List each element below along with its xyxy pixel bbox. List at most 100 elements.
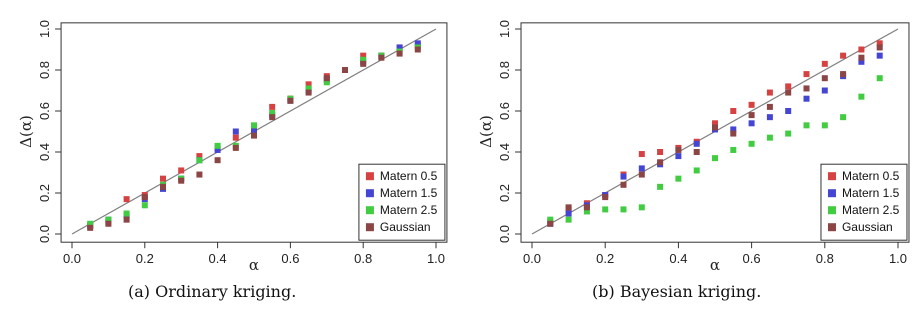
data-point xyxy=(803,122,810,129)
series-gaussian xyxy=(87,46,421,231)
caption-ordinary-kriging: (a) Ordinary kriging. xyxy=(128,282,297,301)
panel-bayesian-kriging: 0.0 0.2 0.4 0.6 0.8 1.0 0.0 0.2 0.4 0.6 0.8 1.0 α Δ(α… xyxy=(477,20,910,274)
data-point xyxy=(214,157,221,164)
data-point xyxy=(638,151,645,158)
data-point xyxy=(876,52,883,59)
data-point xyxy=(87,220,94,227)
plot-frame xyxy=(520,22,910,243)
x-tick-label: 0.8 xyxy=(816,251,834,266)
x-tick-label: 0.0 xyxy=(63,251,81,266)
data-point xyxy=(620,181,627,188)
data-point xyxy=(396,44,403,51)
data-point xyxy=(693,167,700,174)
data-point xyxy=(748,120,755,127)
data-point xyxy=(821,60,828,67)
data-point xyxy=(105,220,112,227)
data-point xyxy=(748,112,755,119)
data-point xyxy=(821,87,828,94)
data-point xyxy=(803,71,810,78)
data-point xyxy=(414,46,421,53)
data-point xyxy=(565,216,572,223)
data-point xyxy=(396,50,403,57)
legend-swatch xyxy=(365,172,374,181)
data-point xyxy=(287,97,294,104)
legend-label: Matern 2.5 xyxy=(842,203,900,217)
plot-frame xyxy=(60,22,448,243)
data-point xyxy=(547,216,554,223)
data-point xyxy=(141,202,148,209)
y-axis-label: Δ(α) xyxy=(477,115,495,148)
data-point xyxy=(858,54,865,61)
x-tick-label: 1.0 xyxy=(889,251,907,266)
y-tick-label: 0.0 xyxy=(37,225,52,243)
y-tick-label: 1.0 xyxy=(497,20,512,38)
x-tick-label: 0.0 xyxy=(523,251,541,266)
data-point xyxy=(547,220,554,227)
data-point xyxy=(602,206,609,213)
data-point xyxy=(583,208,590,215)
y-tick-label: 0.4 xyxy=(37,143,52,161)
data-point xyxy=(178,167,185,174)
x-tick-label: 0.2 xyxy=(596,251,614,266)
data-point xyxy=(638,165,645,172)
data-point xyxy=(565,210,572,217)
data-point xyxy=(730,130,737,137)
data-point xyxy=(858,58,865,65)
y-tick-label: 0.8 xyxy=(497,61,512,79)
x-tick-label: 0.6 xyxy=(281,251,299,266)
data-point xyxy=(840,114,847,121)
data-point xyxy=(269,103,276,110)
y-tick-label: 0.4 xyxy=(497,143,512,161)
data-point xyxy=(269,114,276,121)
data-point xyxy=(160,175,166,182)
y-tick-label: 1.0 xyxy=(37,20,52,38)
data-point xyxy=(251,122,257,129)
legend-label: Gaussian xyxy=(842,220,893,234)
data-point xyxy=(657,149,664,155)
y-tick-label: 0.2 xyxy=(497,184,512,202)
data-point xyxy=(87,224,94,231)
legend-swatch xyxy=(827,223,836,232)
legend-label: Matern 1.5 xyxy=(842,186,900,200)
legend-swatch xyxy=(365,206,374,215)
data-point xyxy=(251,132,257,139)
x-tick-label: 0.4 xyxy=(209,251,227,266)
x-tick-label: 0.2 xyxy=(136,251,154,266)
data-point xyxy=(360,52,367,59)
data-point xyxy=(821,75,828,82)
data-point xyxy=(323,75,330,82)
data-point xyxy=(748,101,755,108)
data-point xyxy=(565,204,572,211)
data-point xyxy=(378,54,385,61)
data-point xyxy=(360,56,367,63)
data-point xyxy=(766,89,773,96)
data-point xyxy=(730,146,737,153)
y-tick-label: 0.6 xyxy=(497,102,512,120)
data-point xyxy=(858,93,865,100)
legend-swatch xyxy=(365,223,374,232)
data-point xyxy=(803,95,810,102)
data-point xyxy=(342,67,348,73)
legend-label: Matern 0.5 xyxy=(380,169,438,183)
data-point xyxy=(323,79,330,86)
y-tick-label: 0.6 xyxy=(37,102,52,120)
data-point xyxy=(840,52,847,59)
data-point xyxy=(748,140,755,147)
data-point xyxy=(232,128,239,135)
data-point xyxy=(620,206,627,213)
data-point xyxy=(602,194,609,201)
data-point xyxy=(141,194,148,201)
data-point xyxy=(305,89,312,96)
data-point xyxy=(766,103,773,110)
data-point xyxy=(105,216,112,223)
data-point xyxy=(675,153,682,160)
data-point xyxy=(251,128,257,135)
data-point xyxy=(730,126,737,133)
data-point xyxy=(693,149,700,155)
data-point xyxy=(876,40,883,47)
data-point xyxy=(638,204,645,211)
data-point xyxy=(232,144,239,151)
caption-bayesian-kriging: (b) Bayesian kriging. xyxy=(592,282,762,301)
data-point xyxy=(803,85,810,92)
legend-swatch xyxy=(365,189,374,198)
